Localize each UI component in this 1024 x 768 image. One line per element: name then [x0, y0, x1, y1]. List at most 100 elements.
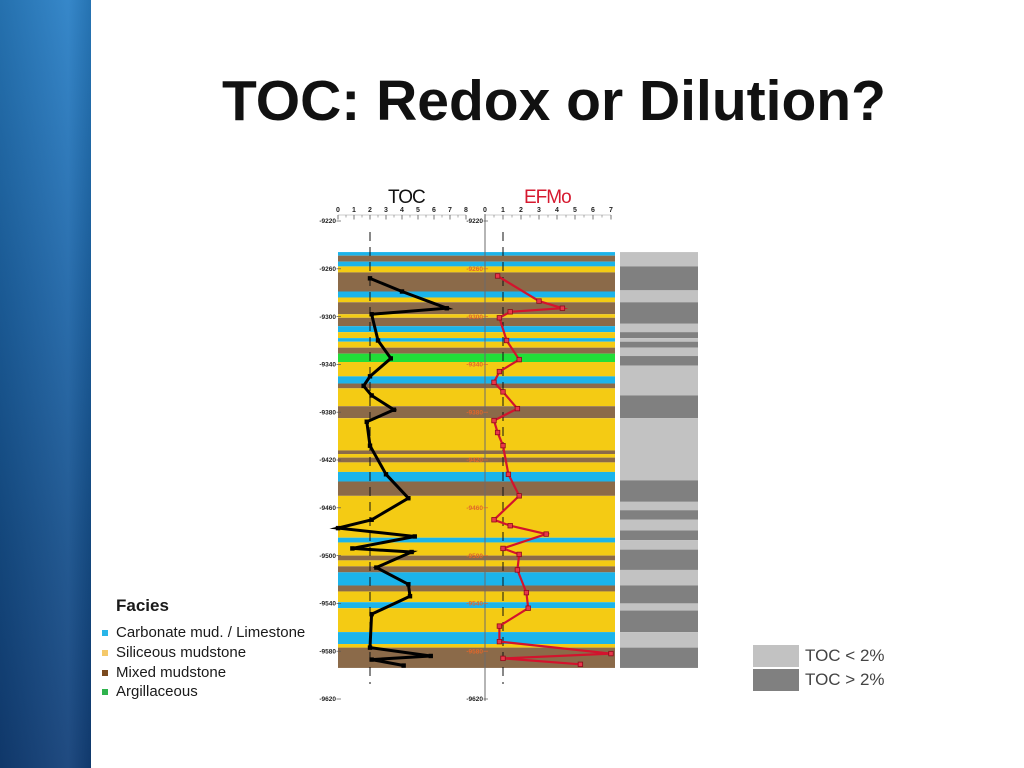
toc-data-point [369, 517, 374, 522]
toc-tick-label: 4 [400, 207, 404, 214]
efmo-depth-label: -9540 [466, 601, 483, 608]
facies-band [338, 566, 615, 573]
toc-class-column [620, 252, 698, 668]
facies-band [338, 326, 615, 333]
toc-data-point [367, 645, 373, 650]
efmo-depth-label: -9460 [466, 505, 483, 512]
toc-tick-label: 3 [384, 207, 388, 214]
facies-band [338, 353, 615, 363]
facies-band [338, 266, 615, 273]
toc-data-point [361, 383, 366, 389]
facies-legend-item-argillaceous: Argillaceous [101, 682, 331, 702]
efmo-data-point [500, 655, 506, 662]
toc-data-point [367, 276, 373, 281]
facies-band [338, 462, 615, 472]
toc-class-band [620, 323, 698, 333]
toc-tick-label: 7 [448, 207, 452, 214]
facies-bands [338, 252, 615, 668]
toc-class-band [620, 395, 698, 419]
facies-band [338, 457, 615, 463]
depth-label: -9460 [319, 505, 336, 512]
toc-class-band [620, 519, 698, 531]
efmo-data-point [608, 650, 614, 657]
toc-data-point [383, 472, 389, 477]
efmo-tick-label: 2 [519, 207, 523, 214]
depth-label: -9340 [319, 362, 336, 369]
efmo-data-point [516, 551, 522, 558]
facies-band [338, 347, 615, 354]
facies-legend-label: Mixed mudstone [116, 664, 227, 681]
facies-band [338, 272, 615, 292]
efmo-data-point [496, 368, 503, 375]
toc-tick-label: 0 [336, 207, 340, 214]
depth-label: -9540 [319, 601, 336, 608]
efmo-data-point [559, 305, 566, 311]
facies-band [338, 585, 615, 592]
facies-band [338, 314, 615, 318]
efmo-depth-label: -9620 [466, 696, 483, 703]
toc-class-band [620, 356, 698, 366]
toc-low-swatch [753, 645, 799, 667]
efmo-tick-label: 5 [573, 207, 577, 214]
efmo-data-point [496, 315, 503, 321]
toc-legend-label: TOC > 2% [805, 670, 885, 689]
toc-class-band [620, 252, 698, 267]
toc-legend-item-high: TOC > 2% [753, 669, 913, 691]
toc-class-band [620, 530, 698, 541]
toc-data-point [369, 312, 374, 317]
toc-tick-label: 2 [368, 207, 372, 214]
facies-legend-label: Carbonate mud. / Limestone [116, 624, 306, 641]
efmo-data-point [494, 429, 501, 436]
efmo-data-point [496, 638, 503, 645]
facies-band [338, 481, 615, 496]
toc-data-point [369, 393, 374, 398]
facies-band [338, 252, 615, 256]
toc-data-point [407, 594, 413, 599]
efmo-data-point [503, 337, 510, 344]
efmo-data-point [516, 493, 522, 499]
side-accent-bar [0, 0, 91, 768]
efmo-data-point [514, 405, 521, 412]
toc-data-point [367, 443, 373, 448]
facies-band [338, 471, 615, 482]
toc-data-point [401, 663, 406, 668]
toc-data-point [399, 289, 405, 294]
toc-data-point [350, 546, 355, 551]
efmo-tick-label: 1 [501, 207, 505, 214]
facies-legend-label: Argillaceous [116, 683, 198, 700]
toc-class-band [620, 338, 698, 342]
toc-high-swatch [753, 669, 799, 691]
facies-legend-item-mixed: Mixed mudstone [101, 663, 331, 683]
efmo-data-point [525, 605, 531, 611]
depth-label: -9500 [319, 553, 336, 560]
efmo-data-point [491, 379, 497, 385]
facies-band [338, 644, 615, 648]
toc-data-point [364, 419, 369, 424]
toc-class-band [620, 341, 698, 348]
efmo-depth-label: -9500 [466, 553, 483, 560]
toc-class-band [620, 647, 698, 668]
facies-legend-item-carbonate: Carbonate mud. / Limestone [101, 623, 331, 643]
efmo-data-point [507, 523, 513, 529]
efmo-data-point [491, 517, 497, 523]
facies-band [338, 454, 615, 458]
toc-class-band [620, 302, 698, 324]
facies-band [338, 255, 615, 262]
facies-legend-item-siliceous: Siliceous mudstone [101, 643, 331, 663]
efmo-data-point [507, 309, 513, 315]
efmo-tick-label: 6 [591, 207, 595, 214]
facies-band [338, 302, 615, 315]
toc-data-point [367, 374, 373, 379]
toc-tick-label: 6 [432, 207, 436, 214]
toc-class-band [620, 480, 698, 502]
carbonate-swatch [102, 630, 108, 636]
toc-tick-label: 5 [416, 207, 420, 214]
efmo-data-point [500, 389, 506, 395]
facies-band [338, 450, 615, 455]
facies-band [338, 376, 615, 384]
efmo-data-point [536, 298, 542, 304]
toc-data-point [409, 549, 414, 555]
chart-curves [329, 273, 614, 668]
facies-band [338, 608, 615, 633]
